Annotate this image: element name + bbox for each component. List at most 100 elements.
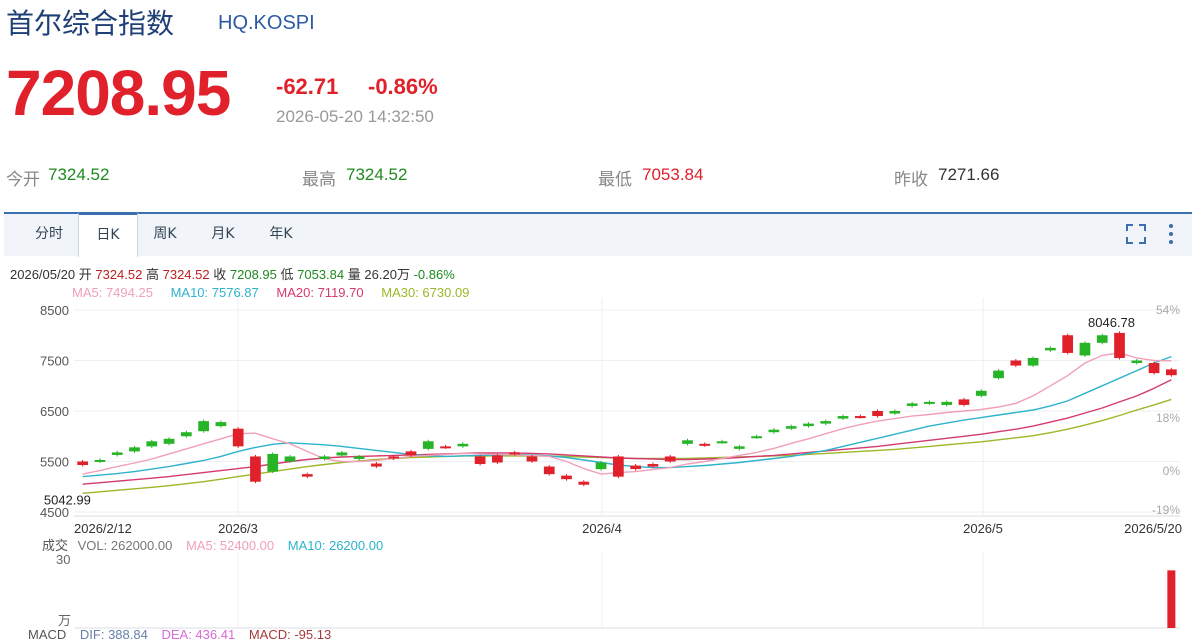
candle-body [163, 438, 175, 444]
info-vol: 26.20万 [364, 267, 410, 282]
ma20-legend: MA20: 7119.70 [276, 285, 364, 300]
candle [111, 450, 123, 457]
pct-tick-label: 54% [1156, 303, 1180, 317]
tab-week-k[interactable]: 周K [153, 226, 177, 242]
candle [872, 409, 883, 418]
price-change: -62.71 [276, 74, 339, 99]
candle [250, 454, 261, 484]
candle-body [1062, 335, 1074, 353]
candle [716, 439, 728, 444]
price-change-pct: -0.86% [368, 74, 438, 99]
candle [388, 454, 400, 460]
info-vol-label: 量 [347, 267, 361, 282]
candle [561, 474, 572, 481]
prev-close-label: 昨收 [894, 170, 928, 190]
index-code: HQ.KOSPI [218, 12, 315, 34]
candle [785, 424, 797, 431]
volume-legend: 成交 VOL: 262000.00 MA5: 52400.00 MA10: 26… [42, 535, 383, 554]
candle [958, 397, 970, 407]
info-low-label: 低 [280, 267, 294, 282]
candle [1045, 346, 1056, 352]
candle [613, 454, 624, 479]
info-date: 2026/05/20 [10, 267, 76, 282]
ma20-line [82, 379, 1172, 485]
candle-body [1096, 335, 1108, 343]
info-high: 7324.52 [162, 267, 210, 282]
candle-body [492, 455, 503, 463]
candle [422, 439, 434, 451]
candle-body [578, 481, 590, 485]
ma5-line [82, 352, 1172, 475]
candle-body [180, 432, 192, 437]
tab-year-k[interactable]: 年K [269, 226, 293, 242]
candle-body [768, 429, 780, 433]
candle-body [146, 441, 158, 447]
volume-axis-top: 30 [56, 552, 71, 567]
pct-tick-label: 0% [1163, 464, 1181, 478]
candle [854, 414, 866, 419]
candle [699, 442, 711, 447]
prev-close-value: 7271.66 [938, 165, 1000, 184]
min-annotation: 5042.99 [44, 493, 91, 508]
macd-value: MACD: -95.13 [248, 627, 332, 642]
y-tick-label: 8500 [40, 303, 69, 318]
candle [595, 460, 607, 471]
candle [319, 454, 330, 461]
candle [526, 454, 538, 464]
candle-body [941, 401, 953, 405]
tab-day-k[interactable]: 日K [78, 212, 138, 257]
ma-legend: MA5: 7494.25 MA10: 7576.87 MA20: 7119.70… [72, 285, 469, 300]
more-options-icon[interactable] [1166, 222, 1176, 246]
x-tick-label: 2026/5 [963, 521, 1003, 536]
candle-body [474, 456, 486, 465]
candle-body [561, 475, 572, 480]
macd-dea: DEA: 436.41 [161, 627, 236, 642]
candle-body [94, 459, 106, 462]
info-open: 7324.52 [95, 267, 143, 282]
candle [336, 450, 348, 457]
candle-body [405, 451, 417, 456]
ma5-legend: MA5: 7494.25 [72, 285, 153, 300]
candle [77, 459, 88, 467]
candle [682, 438, 693, 446]
x-tick-label: 2026/4 [582, 521, 622, 536]
max-annotation: 8046.78 [1088, 315, 1135, 330]
tab-minute[interactable]: 分时 [35, 226, 63, 242]
fullscreen-icon[interactable] [1126, 224, 1146, 244]
candle-body [284, 456, 296, 462]
info-close: 7208.95 [229, 267, 277, 282]
candle-body [301, 474, 313, 477]
candle-body [129, 447, 140, 452]
quote-datetime: 2026-05-20 14:32:50 [276, 107, 434, 126]
candle [664, 454, 676, 464]
macd-legend: MACD DIF: 388.84 DEA: 436.41 MACD: -95.1… [28, 627, 331, 642]
candle-body [457, 443, 469, 447]
vol-ma5: MA5: 52400.00 [185, 538, 275, 553]
info-open-label: 开 [78, 267, 92, 282]
volume-label: 成交 [42, 538, 69, 553]
volume-bar [1167, 570, 1176, 628]
candle [1131, 358, 1143, 365]
candle [371, 462, 382, 469]
candle-body [1027, 357, 1039, 366]
low-value: 7053.84 [642, 165, 704, 184]
pct-tick-label: 18% [1156, 411, 1180, 425]
current-price: 7208.95 [6, 57, 231, 129]
low-label: 最低 [598, 170, 632, 190]
candle [1010, 358, 1022, 368]
candle-body [250, 456, 261, 482]
y-tick-label: 4500 [40, 505, 69, 520]
vol-ma10: MA10: 26200.00 [287, 538, 384, 553]
tab-month-k[interactable]: 月K [211, 226, 235, 242]
macd-dif: DIF: 388.84 [79, 627, 148, 642]
candle [733, 444, 745, 451]
candle-body [215, 422, 227, 427]
candle [1096, 333, 1108, 345]
open-value: 7324.52 [48, 165, 110, 184]
candle-body [198, 421, 209, 432]
info-high-label: 高 [145, 267, 159, 282]
x-tick-label: 2026/2/12 [74, 521, 132, 536]
candle-body [1148, 363, 1160, 374]
candle [284, 454, 296, 464]
